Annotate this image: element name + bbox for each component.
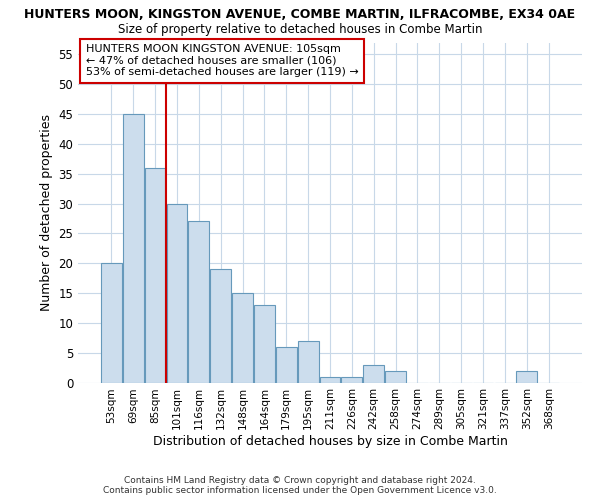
Bar [254,305,275,382]
Bar [364,364,384,382]
Bar [517,370,537,382]
Text: HUNTERS MOON, KINGSTON AVENUE, COMBE MARTIN, ILFRACOMBE, EX34 0AE: HUNTERS MOON, KINGSTON AVENUE, COMBE MAR… [25,8,575,20]
Bar [298,340,319,382]
Text: Size of property relative to detached houses in Combe Martin: Size of property relative to detached ho… [118,22,482,36]
Bar [320,376,340,382]
Bar [167,204,187,382]
Bar [188,222,209,382]
Y-axis label: Number of detached properties: Number of detached properties [40,114,53,311]
X-axis label: Distribution of detached houses by size in Combe Martin: Distribution of detached houses by size … [152,435,508,448]
Bar [101,263,122,382]
Bar [210,269,231,382]
Bar [276,346,296,382]
Text: Contains HM Land Registry data © Crown copyright and database right 2024.
Contai: Contains HM Land Registry data © Crown c… [103,476,497,495]
Text: HUNTERS MOON KINGSTON AVENUE: 105sqm
← 47% of detached houses are smaller (106)
: HUNTERS MOON KINGSTON AVENUE: 105sqm ← 4… [86,44,358,78]
Bar [145,168,166,382]
Bar [232,293,253,382]
Bar [123,114,143,382]
Bar [341,376,362,382]
Bar [385,370,406,382]
